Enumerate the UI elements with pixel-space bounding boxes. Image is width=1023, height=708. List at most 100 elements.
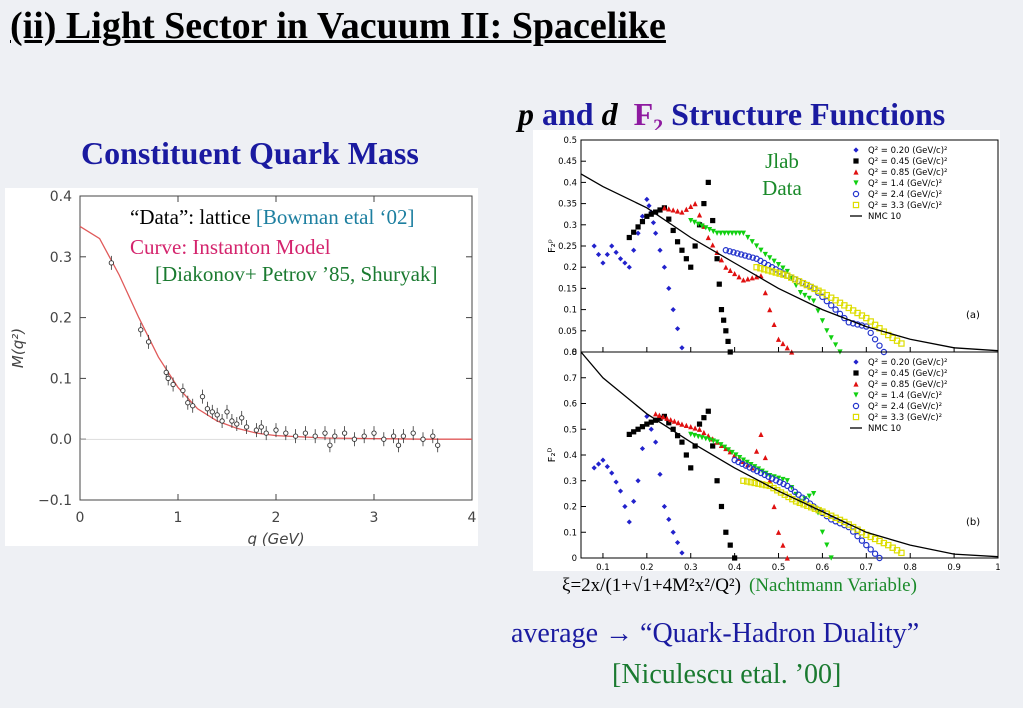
data-point [727,542,733,548]
data-point [767,307,773,313]
data-point [639,219,646,225]
data-point [604,251,610,258]
p-symbol: p [518,96,534,132]
d-symbol: d [601,96,618,132]
data-point [740,277,747,283]
quark-mass-chart: 0.4 0.3 0.2 0.1 0.0 −0.10 1 2 3 4 q (GeV) M(q²) [9,189,477,548]
lattice-point [400,433,407,439]
lattice-point [410,430,416,436]
data-note: “Data”: lattice [Bowman etal ‘02] [130,205,415,229]
y-axis-label: F₂ᵖ [547,239,558,253]
data-point [696,212,703,218]
data-point [703,436,709,442]
data-point [701,201,707,207]
data-point [725,338,731,344]
nachtmann-formula: ξ=2x/(1+√1+4M²x²/Q²) (Nachtmann Variable) [562,575,917,596]
lattice-point [390,433,397,439]
left-heading: Constituent Quark Mass [81,135,419,171]
data-point [775,475,782,481]
y-tick-label: 0.4 [563,178,577,188]
data-point [650,220,657,226]
data-point [661,503,667,510]
data-point [807,283,814,291]
data-point [867,318,874,325]
lattice-point [229,418,235,424]
data-point [635,478,641,484]
data-point [626,519,632,525]
data-point [683,422,689,428]
data-point [691,219,698,225]
data-point [695,434,701,440]
data-point [780,476,786,483]
structure-function-chart: 0.5 0.45 0.4 0.35 0.3 0.25 0.2 0.15 0.1 0.05 0 F₂ᵖ Q… [547,136,1001,573]
lattice-point [351,436,358,442]
data-point [661,264,667,270]
data-point [788,274,795,281]
data-point [644,413,650,419]
data-point [867,329,874,337]
data-point [657,415,663,421]
data-point [604,463,610,470]
data-point [849,320,857,327]
legend-label: Q² = 2.4 (GeV/c)² [868,190,942,200]
data-point [710,228,716,235]
lattice-point [361,433,367,439]
data-point [780,542,786,548]
data-point [723,529,729,535]
data-point [679,209,685,215]
data-point [828,555,834,561]
data-point [771,258,777,264]
lattice-point [435,442,441,448]
data-point [670,307,676,313]
duality-statement: average → “Quark-Hadron Duality” [511,618,920,649]
lattice-point [430,433,436,439]
data-point [815,308,821,314]
data-point [674,326,681,332]
data-point [692,243,698,249]
data-point [631,498,637,504]
data-point [648,426,654,432]
data-point [732,555,738,561]
lattice-point [395,442,402,448]
data-point [703,225,709,231]
y-tick-label: 0.1 [50,371,72,387]
data-point [876,342,883,349]
data-point [688,465,694,471]
data-point [591,243,597,249]
data-point [764,267,772,274]
data-point [832,306,839,313]
lattice-point [420,436,426,442]
x-tick-label: 1 [995,563,1000,571]
data-point [741,252,749,259]
lattice-point [243,424,250,430]
data-point [853,392,859,398]
data-point [639,445,646,452]
lattice-point [312,433,318,439]
data-point [775,336,782,342]
data-point [670,207,676,213]
data-point [600,457,606,463]
data-point [852,402,860,410]
data-point [622,503,628,510]
data-point [675,420,681,426]
data-point [683,452,689,458]
data-point [609,243,615,249]
data-point [791,276,799,283]
data-point [730,249,737,256]
data-point [824,542,830,548]
data-point [661,413,667,419]
data-point [626,431,632,437]
niculescu-ref: [Niculescu etal. ’00] [612,659,842,690]
x-tick-label: 0.5 [772,563,786,571]
y-tick-label: 0.0 [50,432,72,448]
data-point [758,247,764,253]
data-point [749,254,756,261]
data-point [767,255,773,261]
and-word: and [534,96,602,132]
lattice-point [180,387,186,394]
data-point [705,179,711,185]
data-point [784,272,791,279]
data-point [733,230,739,236]
data-point [776,270,783,277]
data-point [811,298,817,304]
